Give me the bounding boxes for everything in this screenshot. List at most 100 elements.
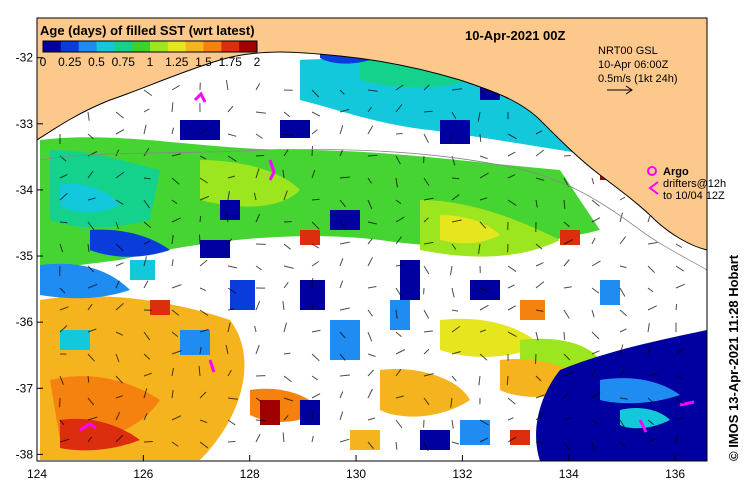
current-arrow [199, 234, 201, 245]
current-arrow [87, 197, 96, 201]
y-tick-label: -32 [16, 51, 34, 65]
current-arrow [619, 368, 626, 377]
current-arrow [171, 390, 174, 399]
colorbar-swatch [150, 41, 169, 52]
current-arrow [647, 323, 650, 333]
current-arrow [171, 102, 174, 113]
current-arrow [535, 353, 537, 364]
current-arrow [367, 309, 373, 317]
current-arrow [423, 177, 430, 186]
current-arrow [563, 331, 566, 340]
current-arrow [199, 328, 209, 333]
current-arrow [255, 300, 261, 311]
coastline [37, 51, 707, 251]
current-arrow [311, 89, 320, 98]
current-arrow [283, 281, 289, 289]
current-arrow [395, 103, 403, 113]
current-arrow [87, 265, 95, 273]
current-arrow [451, 375, 457, 382]
current-arrow [451, 441, 460, 445]
current-arrow [311, 278, 314, 289]
current-arrow [395, 199, 402, 205]
current-arrow [423, 265, 430, 275]
current-arrow [143, 441, 153, 443]
current-arrow [311, 393, 321, 399]
current-arrow [143, 199, 150, 209]
current-arrow [591, 441, 595, 451]
current-arrow [479, 155, 488, 160]
current-arrow [619, 265, 627, 269]
current-arrow [423, 133, 429, 144]
current-arrow [479, 419, 489, 426]
current-arrow [647, 287, 654, 293]
current-arrow [339, 258, 344, 267]
current-arrow [535, 309, 544, 312]
current-arrow [563, 239, 574, 245]
current-arrow [563, 353, 571, 361]
current-arrow [535, 441, 543, 444]
current-arrow [311, 146, 313, 157]
current-arrow [395, 133, 403, 135]
y-tick-label: -35 [16, 249, 34, 263]
current-note-line-1: NRT00 GSL [598, 45, 658, 57]
current-arrow [115, 171, 125, 179]
current-arrow [283, 148, 289, 157]
current-arrow [59, 192, 68, 201]
current-arrow [647, 373, 658, 377]
current-arrow [87, 375, 90, 383]
current-arrow [423, 241, 434, 245]
current-arrow [143, 331, 151, 341]
current-arrow [675, 416, 685, 421]
current-arrow [59, 221, 68, 224]
current-arrow [225, 344, 229, 355]
current-arrow [227, 133, 237, 137]
current-arrow [423, 309, 430, 319]
current-arrow [143, 108, 150, 113]
current-arrow [479, 197, 488, 201]
current-arrow [507, 331, 517, 338]
current-arrow [255, 265, 262, 271]
current-arrow [311, 221, 320, 230]
scale-arrow-head [625, 85, 633, 95]
current-arrow [283, 352, 291, 355]
current-arrow [367, 388, 373, 399]
current-arrow [507, 436, 517, 443]
current-arrow [563, 309, 570, 319]
current-arrow [367, 331, 373, 342]
current-arrow [227, 105, 234, 113]
current-arrow [451, 287, 455, 298]
current-arrow [339, 221, 346, 228]
current-arrow [675, 283, 685, 289]
current-arrow [647, 397, 655, 405]
current-arrow [227, 397, 238, 400]
current-arrow [591, 419, 599, 425]
colorbar-swatch [78, 41, 97, 52]
current-arrow [283, 415, 289, 421]
current-arrow [87, 397, 95, 406]
current-arrow [311, 410, 314, 421]
current-arrow [115, 111, 124, 119]
current-arrow [535, 331, 539, 341]
current-arrow [367, 256, 374, 267]
current-arrow [87, 353, 95, 362]
current-arrow [59, 306, 69, 311]
current-arrow [619, 328, 627, 333]
current-arrow [171, 284, 182, 289]
current-arrow [255, 168, 260, 179]
current-arrow [199, 287, 207, 292]
current-arrow [339, 149, 344, 157]
current-arrow [675, 243, 683, 248]
current-arrow [563, 417, 573, 421]
y-tick-label: -38 [16, 447, 34, 461]
current-arrow [367, 441, 374, 450]
current-arrow [451, 111, 457, 119]
current-arrow [591, 199, 600, 207]
x-axis: 124 126 128 130 132 134 136 [27, 455, 685, 481]
current-arrow [227, 155, 237, 162]
current-arrow [253, 192, 257, 201]
x-tick-label: 132 [452, 467, 472, 481]
current-arrow [255, 213, 261, 223]
current-arrow [478, 375, 481, 386]
current-arrow [311, 169, 316, 179]
colorbar-swatch [221, 41, 240, 52]
